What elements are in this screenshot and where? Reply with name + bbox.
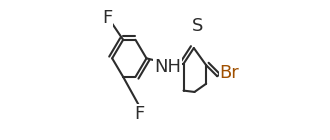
Text: NH: NH — [154, 58, 181, 76]
Text: S: S — [192, 17, 204, 35]
Text: Br: Br — [220, 64, 239, 82]
Text: F: F — [134, 105, 144, 123]
Text: F: F — [102, 9, 113, 27]
